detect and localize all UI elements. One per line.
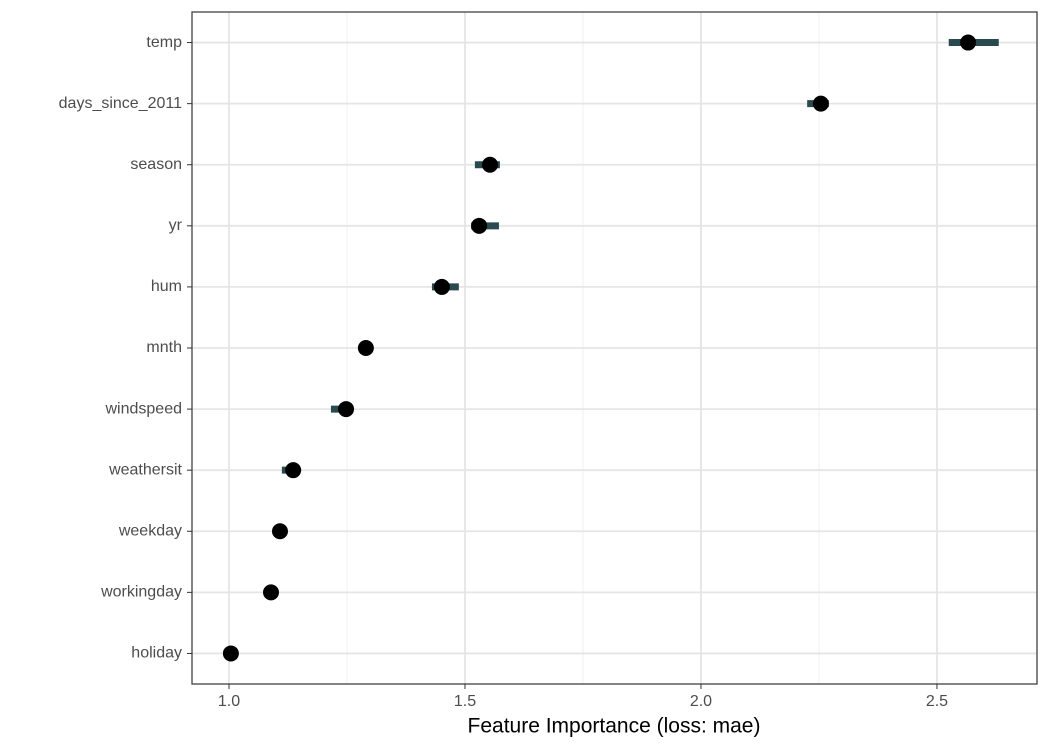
point	[433, 278, 450, 295]
y-tick-label: holiday	[131, 645, 182, 662]
point	[357, 340, 374, 356]
y-tick-label: temp	[146, 34, 182, 51]
y-tick-label: windspeed	[105, 400, 183, 417]
x-tick-label: 2.5	[926, 693, 948, 710]
point	[960, 34, 977, 51]
point	[263, 584, 280, 601]
y-tick-label: days_since_2011	[59, 95, 182, 112]
y-tick-label: workingday	[100, 584, 182, 601]
panel-border	[191, 11, 1038, 685]
x-tick-label: 2.0	[690, 693, 712, 710]
x-axis-title: Feature Importance (loss: mae)	[468, 715, 761, 738]
y-tick-label: hum	[151, 278, 182, 295]
x-tick-label: 1.5	[454, 693, 476, 710]
point	[812, 95, 829, 112]
point	[222, 645, 239, 662]
y-tick-label: mnth	[146, 339, 182, 356]
x-tick-label: 1.0	[218, 693, 240, 710]
point	[285, 462, 302, 479]
y-tick-label: yr	[169, 217, 183, 234]
point	[271, 523, 288, 540]
point	[471, 217, 488, 234]
y-tick-label: season	[130, 156, 182, 173]
point	[338, 401, 355, 418]
y-tick-label: weathersit	[108, 461, 182, 478]
y-tick-label: weekday	[118, 522, 182, 539]
point	[481, 156, 498, 173]
